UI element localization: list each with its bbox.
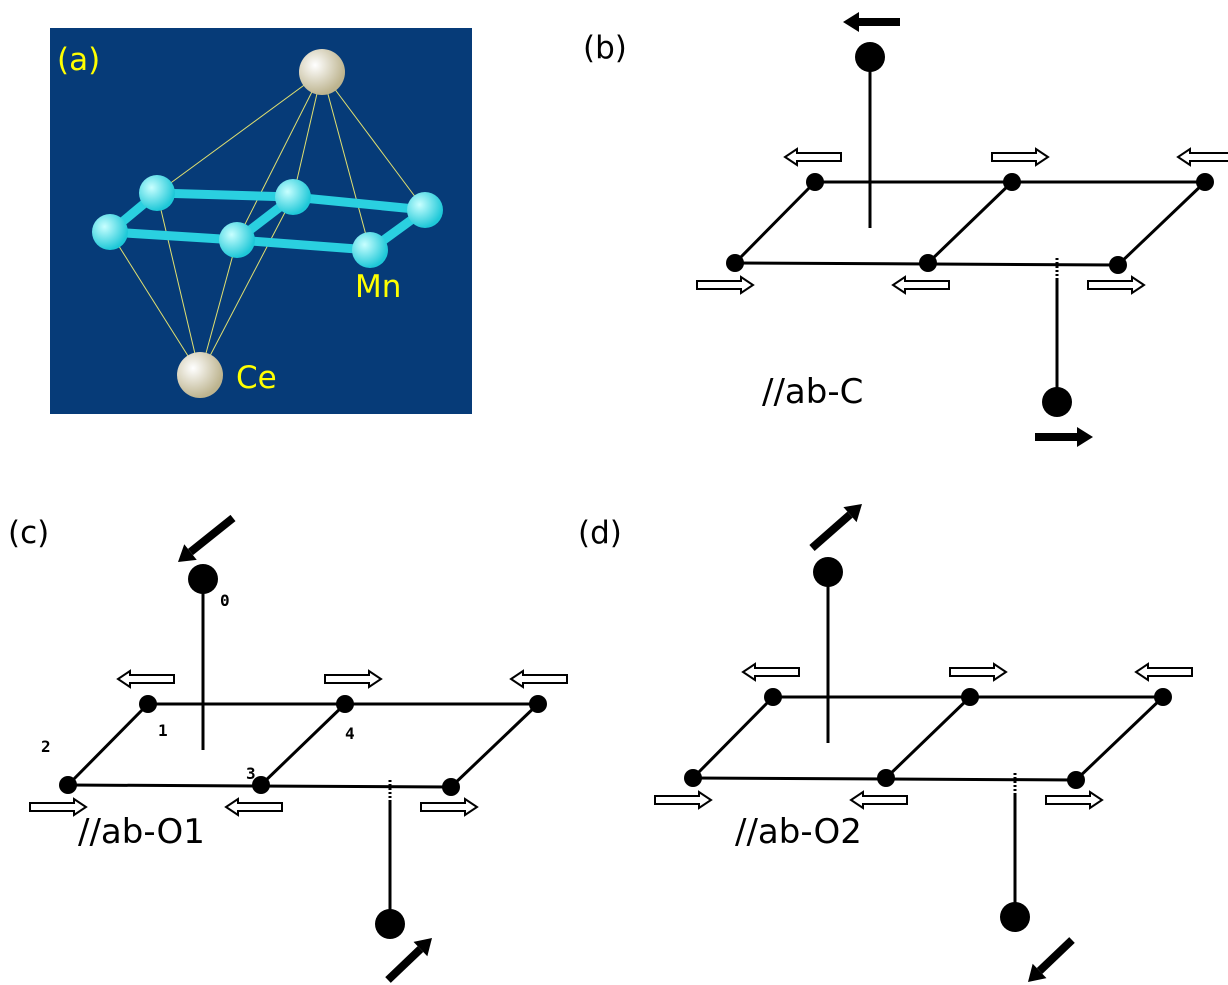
ce-atom	[299, 49, 345, 95]
mn-atom	[139, 175, 175, 211]
spin-arrow	[851, 792, 907, 808]
ce-site	[1000, 902, 1030, 932]
site-label: 3	[246, 764, 256, 783]
mn-site	[59, 776, 77, 794]
ce-site	[813, 557, 843, 587]
mn-atom	[352, 232, 388, 268]
ce-site	[375, 909, 405, 939]
figure: (a) Mn Ce (b) //ab-C (c) //ab-O1 (d) //a…	[0, 0, 1228, 985]
spin-arrow	[743, 664, 799, 680]
lattice-edge	[261, 704, 345, 785]
lattice-edge	[1118, 182, 1205, 265]
mn-site	[764, 688, 782, 706]
spin-arrow	[1046, 792, 1102, 808]
lattice-edge	[886, 697, 970, 778]
mn-atom	[219, 222, 255, 258]
mn-site	[919, 254, 937, 272]
mn-site	[877, 769, 895, 787]
mn-atom	[92, 214, 128, 250]
spin-arrow	[785, 149, 841, 165]
mn-site	[684, 769, 702, 787]
spin-arrow	[655, 792, 711, 808]
lattice	[30, 564, 567, 939]
lattice-edge	[735, 182, 815, 263]
spin-arrow	[511, 671, 567, 687]
spin-arrow	[893, 277, 949, 293]
mn-site	[336, 695, 354, 713]
ce-site	[1042, 387, 1072, 417]
mn-site	[1067, 771, 1085, 789]
spin-arrow	[325, 671, 381, 687]
mn-site	[961, 688, 979, 706]
spin-arrow	[1136, 664, 1192, 680]
spin-arrow	[421, 799, 477, 815]
moment-arrow	[388, 949, 420, 980]
moment-arrow-head	[1077, 427, 1093, 447]
moment-arrow	[812, 515, 850, 548]
lattice-edge	[928, 182, 1012, 263]
ce-atom	[177, 352, 223, 398]
panel-label: (a)	[57, 42, 100, 78]
panel-label: (d)	[578, 515, 622, 551]
lattice-edge	[1076, 697, 1163, 780]
ce-site	[188, 564, 218, 594]
lattice-edge	[68, 704, 148, 785]
mn-bond	[157, 193, 293, 197]
mn-site	[1109, 256, 1127, 274]
atom-label: Ce	[236, 360, 277, 396]
lattice-edge	[451, 704, 538, 787]
mn-site	[1003, 173, 1021, 191]
lattice-edge	[693, 697, 773, 778]
mn-site	[442, 778, 460, 796]
mn-site	[1196, 173, 1214, 191]
lattice	[655, 557, 1192, 932]
mn-site	[529, 695, 547, 713]
spin-arrow	[1178, 149, 1228, 165]
panel-a	[50, 28, 472, 414]
moment-arrow	[1040, 940, 1072, 971]
panel-label: (c)	[8, 515, 49, 551]
mn-atom	[275, 179, 311, 215]
panel-caption: //ab-O2	[735, 812, 862, 852]
mn-site	[726, 254, 744, 272]
panel-caption: //ab-C	[762, 372, 863, 412]
panel-caption: //ab-O1	[78, 812, 205, 852]
panel-label: (b)	[583, 30, 627, 66]
spin-arrow	[118, 671, 174, 687]
spin-arrow	[992, 149, 1048, 165]
mn-atom	[407, 192, 443, 228]
spin-arrow	[950, 664, 1006, 680]
mn-site	[1154, 688, 1172, 706]
spin-arrow	[226, 799, 282, 815]
site-label: 1	[158, 721, 168, 740]
atom-label: Mn	[355, 269, 401, 305]
mn-site	[806, 173, 824, 191]
moment-arrow-head	[843, 12, 859, 32]
spin-arrow	[1088, 277, 1144, 293]
spin-arrow	[697, 277, 753, 293]
moment-arrow	[190, 518, 233, 552]
site-label: 2	[41, 737, 51, 756]
ce-site	[855, 42, 885, 72]
site-label: 0	[220, 591, 230, 610]
mn-site	[139, 695, 157, 713]
site-label: 4	[345, 724, 355, 743]
